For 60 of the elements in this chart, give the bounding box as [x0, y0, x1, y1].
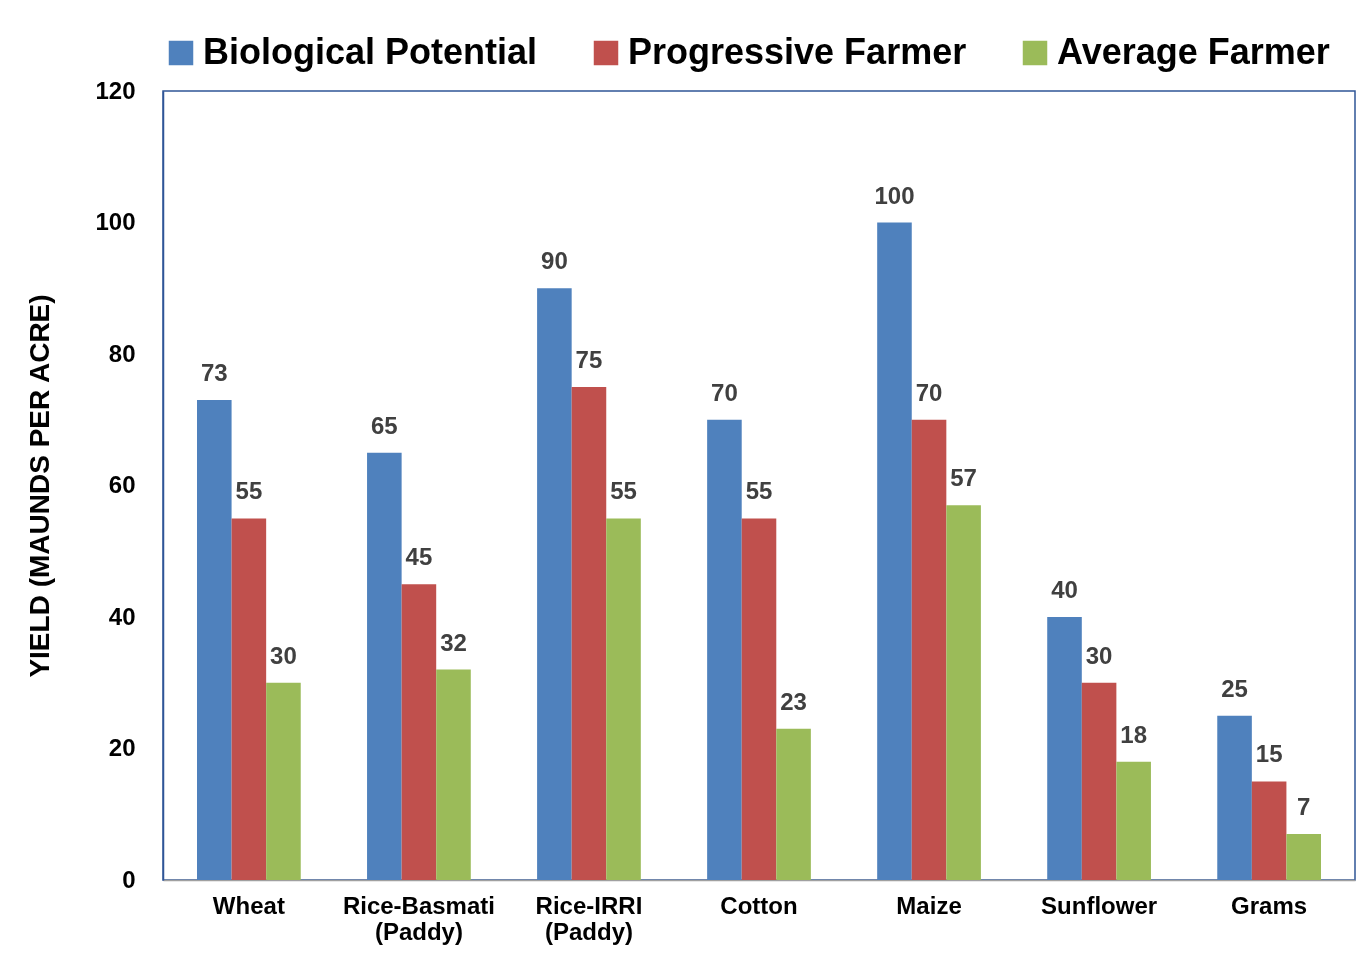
bar: [946, 505, 981, 880]
data-label: 75: [575, 345, 603, 373]
y-tick-label: 80: [108, 339, 136, 367]
data-label: 57: [950, 464, 977, 492]
bar: [776, 728, 811, 880]
y-tick-label: 20: [108, 734, 136, 761]
bar: [537, 288, 572, 880]
data-label: 73: [200, 359, 228, 387]
data-label: 100: [874, 181, 915, 209]
data-label: 70: [711, 378, 738, 406]
data-label: 40: [1051, 576, 1078, 603]
y-tick-label: 100: [95, 208, 136, 235]
bar: [436, 669, 471, 880]
legend-label: Biological Potential: [203, 31, 538, 72]
x-tick-label: Rice-Basmati (Paddy): [342, 891, 495, 945]
bar: [401, 584, 437, 880]
bar: [606, 518, 641, 880]
bar: [1047, 617, 1082, 880]
bar: [1251, 781, 1287, 880]
bar: [367, 452, 402, 880]
bar: [707, 419, 742, 880]
legend-label: Progressive Farmer: [628, 31, 967, 72]
bar: [571, 386, 607, 880]
x-tick-label: Rice-IRRI (Paddy): [535, 891, 643, 945]
data-label: 23: [780, 687, 807, 715]
legend-label: Average Farmer: [1057, 31, 1330, 72]
data-label: 55: [610, 477, 637, 505]
bar: [1081, 682, 1117, 880]
x-tick-label: Maize: [896, 891, 962, 919]
data-label: 30: [270, 641, 297, 669]
data-label: 25: [1221, 674, 1248, 702]
data-label: 70: [915, 378, 943, 406]
data-label: 90: [541, 247, 568, 275]
y-tick-label: 0: [122, 865, 136, 893]
bar: [231, 518, 267, 880]
bar: [1217, 715, 1252, 880]
x-tick-label: Sunflower: [1041, 891, 1158, 919]
bar: [877, 222, 912, 880]
x-tick-label: Cotton: [720, 891, 798, 919]
bar: [741, 518, 777, 880]
bar: [911, 419, 947, 880]
y-tick-label: 120: [95, 76, 136, 104]
x-tick-label: Grams: [1231, 891, 1308, 919]
data-label: 30: [1085, 641, 1113, 669]
bar: [197, 400, 232, 880]
data-label: 65: [370, 411, 398, 439]
x-tick-label: Wheat: [212, 891, 285, 919]
data-label: 55: [745, 477, 773, 505]
bar: [1286, 833, 1321, 880]
data-label: 32: [440, 628, 467, 656]
data-label: 18: [1120, 720, 1148, 748]
y-tick-label: 40: [108, 602, 136, 630]
data-label: 15: [1255, 740, 1283, 768]
bar: [1116, 761, 1151, 880]
data-label: 45: [405, 543, 433, 571]
bar: [266, 682, 301, 880]
y-axis-title: YIELD (MAUNDS PER ACRE): [24, 294, 56, 678]
data-label: 55: [235, 477, 263, 505]
data-label: 7: [1297, 792, 1311, 820]
y-tick-label: 60: [108, 471, 136, 498]
